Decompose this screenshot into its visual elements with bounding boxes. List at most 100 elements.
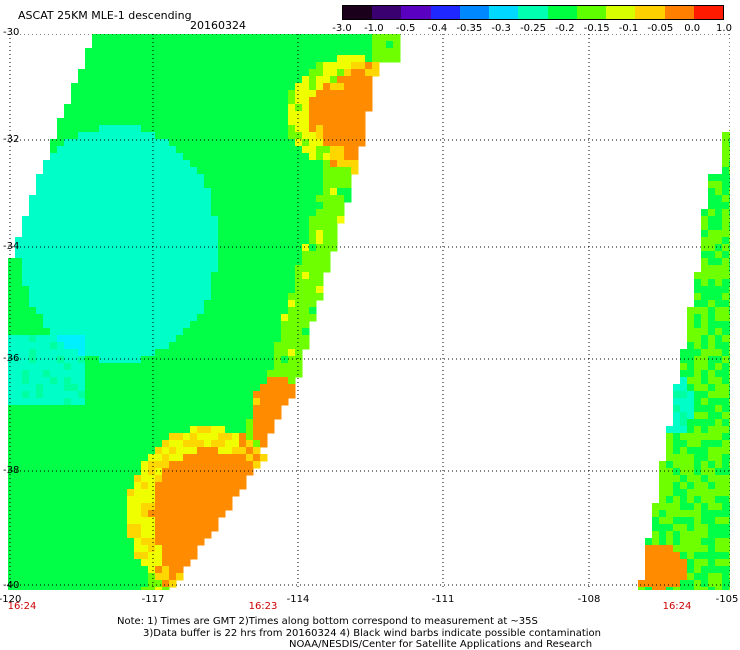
wind-cell — [15, 328, 23, 336]
wind-cell — [85, 104, 93, 112]
wind-cell — [85, 139, 93, 147]
wind-cell — [372, 48, 380, 56]
wind-cell — [148, 391, 156, 399]
wind-cell — [302, 97, 310, 105]
wind-cell — [176, 398, 184, 406]
wind-cell — [344, 111, 352, 119]
wind-cell — [169, 293, 177, 301]
wind-cell — [57, 181, 65, 189]
wind-cell — [701, 510, 709, 518]
wind-cell — [141, 335, 149, 343]
wind-cell — [288, 300, 296, 308]
wind-cell — [267, 377, 275, 385]
wind-cell — [211, 454, 219, 462]
wind-cell — [43, 167, 51, 175]
wind-cell — [176, 419, 184, 427]
wind-cell — [162, 356, 170, 364]
wind-cell — [197, 370, 205, 378]
wind-cell — [64, 510, 72, 518]
wind-cell — [127, 69, 135, 77]
wind-cell — [162, 76, 170, 84]
wind-cell — [120, 496, 128, 504]
wind-cell — [148, 153, 156, 161]
wind-cell — [687, 342, 695, 350]
wind-cell — [50, 510, 58, 518]
wind-cell — [253, 447, 261, 455]
wind-cell — [211, 69, 219, 77]
wind-cell — [659, 503, 667, 511]
wind-cell — [169, 496, 177, 504]
wind-cell — [253, 356, 261, 364]
wind-cell — [78, 265, 86, 273]
wind-cell — [64, 153, 72, 161]
wind-cell — [694, 468, 702, 476]
wind-cell — [71, 160, 79, 168]
wind-cell — [15, 272, 23, 280]
wind-cell — [78, 293, 86, 301]
wind-cell — [43, 230, 51, 238]
wind-cell — [71, 363, 79, 371]
wind-cell — [57, 412, 65, 420]
wind-cell — [120, 272, 128, 280]
wind-cell — [239, 433, 247, 441]
wind-cell — [232, 160, 240, 168]
wind-cell — [148, 209, 156, 217]
wind-cell — [316, 146, 324, 154]
wind-cell — [106, 307, 114, 315]
wind-cell — [43, 580, 51, 588]
wind-cell — [99, 146, 107, 154]
wind-cell — [155, 321, 163, 329]
wind-cell — [99, 356, 107, 364]
wind-cell — [694, 370, 702, 378]
wind-cell — [729, 188, 730, 196]
wind-cell — [15, 538, 23, 546]
wind-cell — [127, 524, 135, 532]
lat-label-32: -32 — [3, 134, 20, 145]
wind-cell — [57, 489, 65, 497]
wind-cell — [694, 314, 702, 322]
wind-cell — [701, 328, 709, 336]
wind-cell — [127, 258, 135, 266]
wind-cell — [708, 335, 716, 343]
wind-cell — [99, 482, 107, 490]
wind-cell — [134, 195, 142, 203]
wind-cell — [36, 538, 44, 546]
wind-cell — [323, 230, 331, 238]
wind-cell — [204, 160, 212, 168]
wind-cell — [274, 328, 282, 336]
wind-cell — [141, 405, 149, 413]
wind-cell — [85, 83, 93, 91]
wind-cell — [85, 90, 93, 98]
wind-cell — [288, 34, 296, 42]
wind-cell — [253, 188, 261, 196]
wind-cell — [260, 174, 268, 182]
wind-cell — [134, 307, 142, 315]
wind-cell — [246, 104, 254, 112]
wind-cell — [197, 356, 205, 364]
wind-cell — [176, 293, 184, 301]
wind-cell — [36, 475, 44, 483]
wind-cell — [281, 55, 289, 63]
wind-cell — [148, 321, 156, 329]
wind-cell — [708, 489, 716, 497]
note-line-2: 3)Data buffer is 22 hrs from 20160324 4)… — [143, 628, 601, 639]
wind-cell — [715, 391, 723, 399]
wind-cell — [183, 160, 191, 168]
wind-cell — [708, 293, 716, 301]
wind-cell — [71, 195, 79, 203]
wind-cell — [267, 349, 275, 357]
wind-cell — [155, 153, 163, 161]
wind-cell — [316, 69, 324, 77]
wind-cell — [183, 454, 191, 462]
wind-cell — [113, 188, 121, 196]
wind-cell — [267, 104, 275, 112]
wind-cell — [99, 545, 107, 553]
wind-cell — [246, 419, 254, 427]
wind-cell — [211, 146, 219, 154]
wind-cell — [99, 223, 107, 231]
wind-cell — [106, 167, 114, 175]
wind-cell — [106, 321, 114, 329]
wind-cell — [701, 517, 709, 525]
wind-cell — [295, 314, 303, 322]
wind-cell — [204, 489, 212, 497]
